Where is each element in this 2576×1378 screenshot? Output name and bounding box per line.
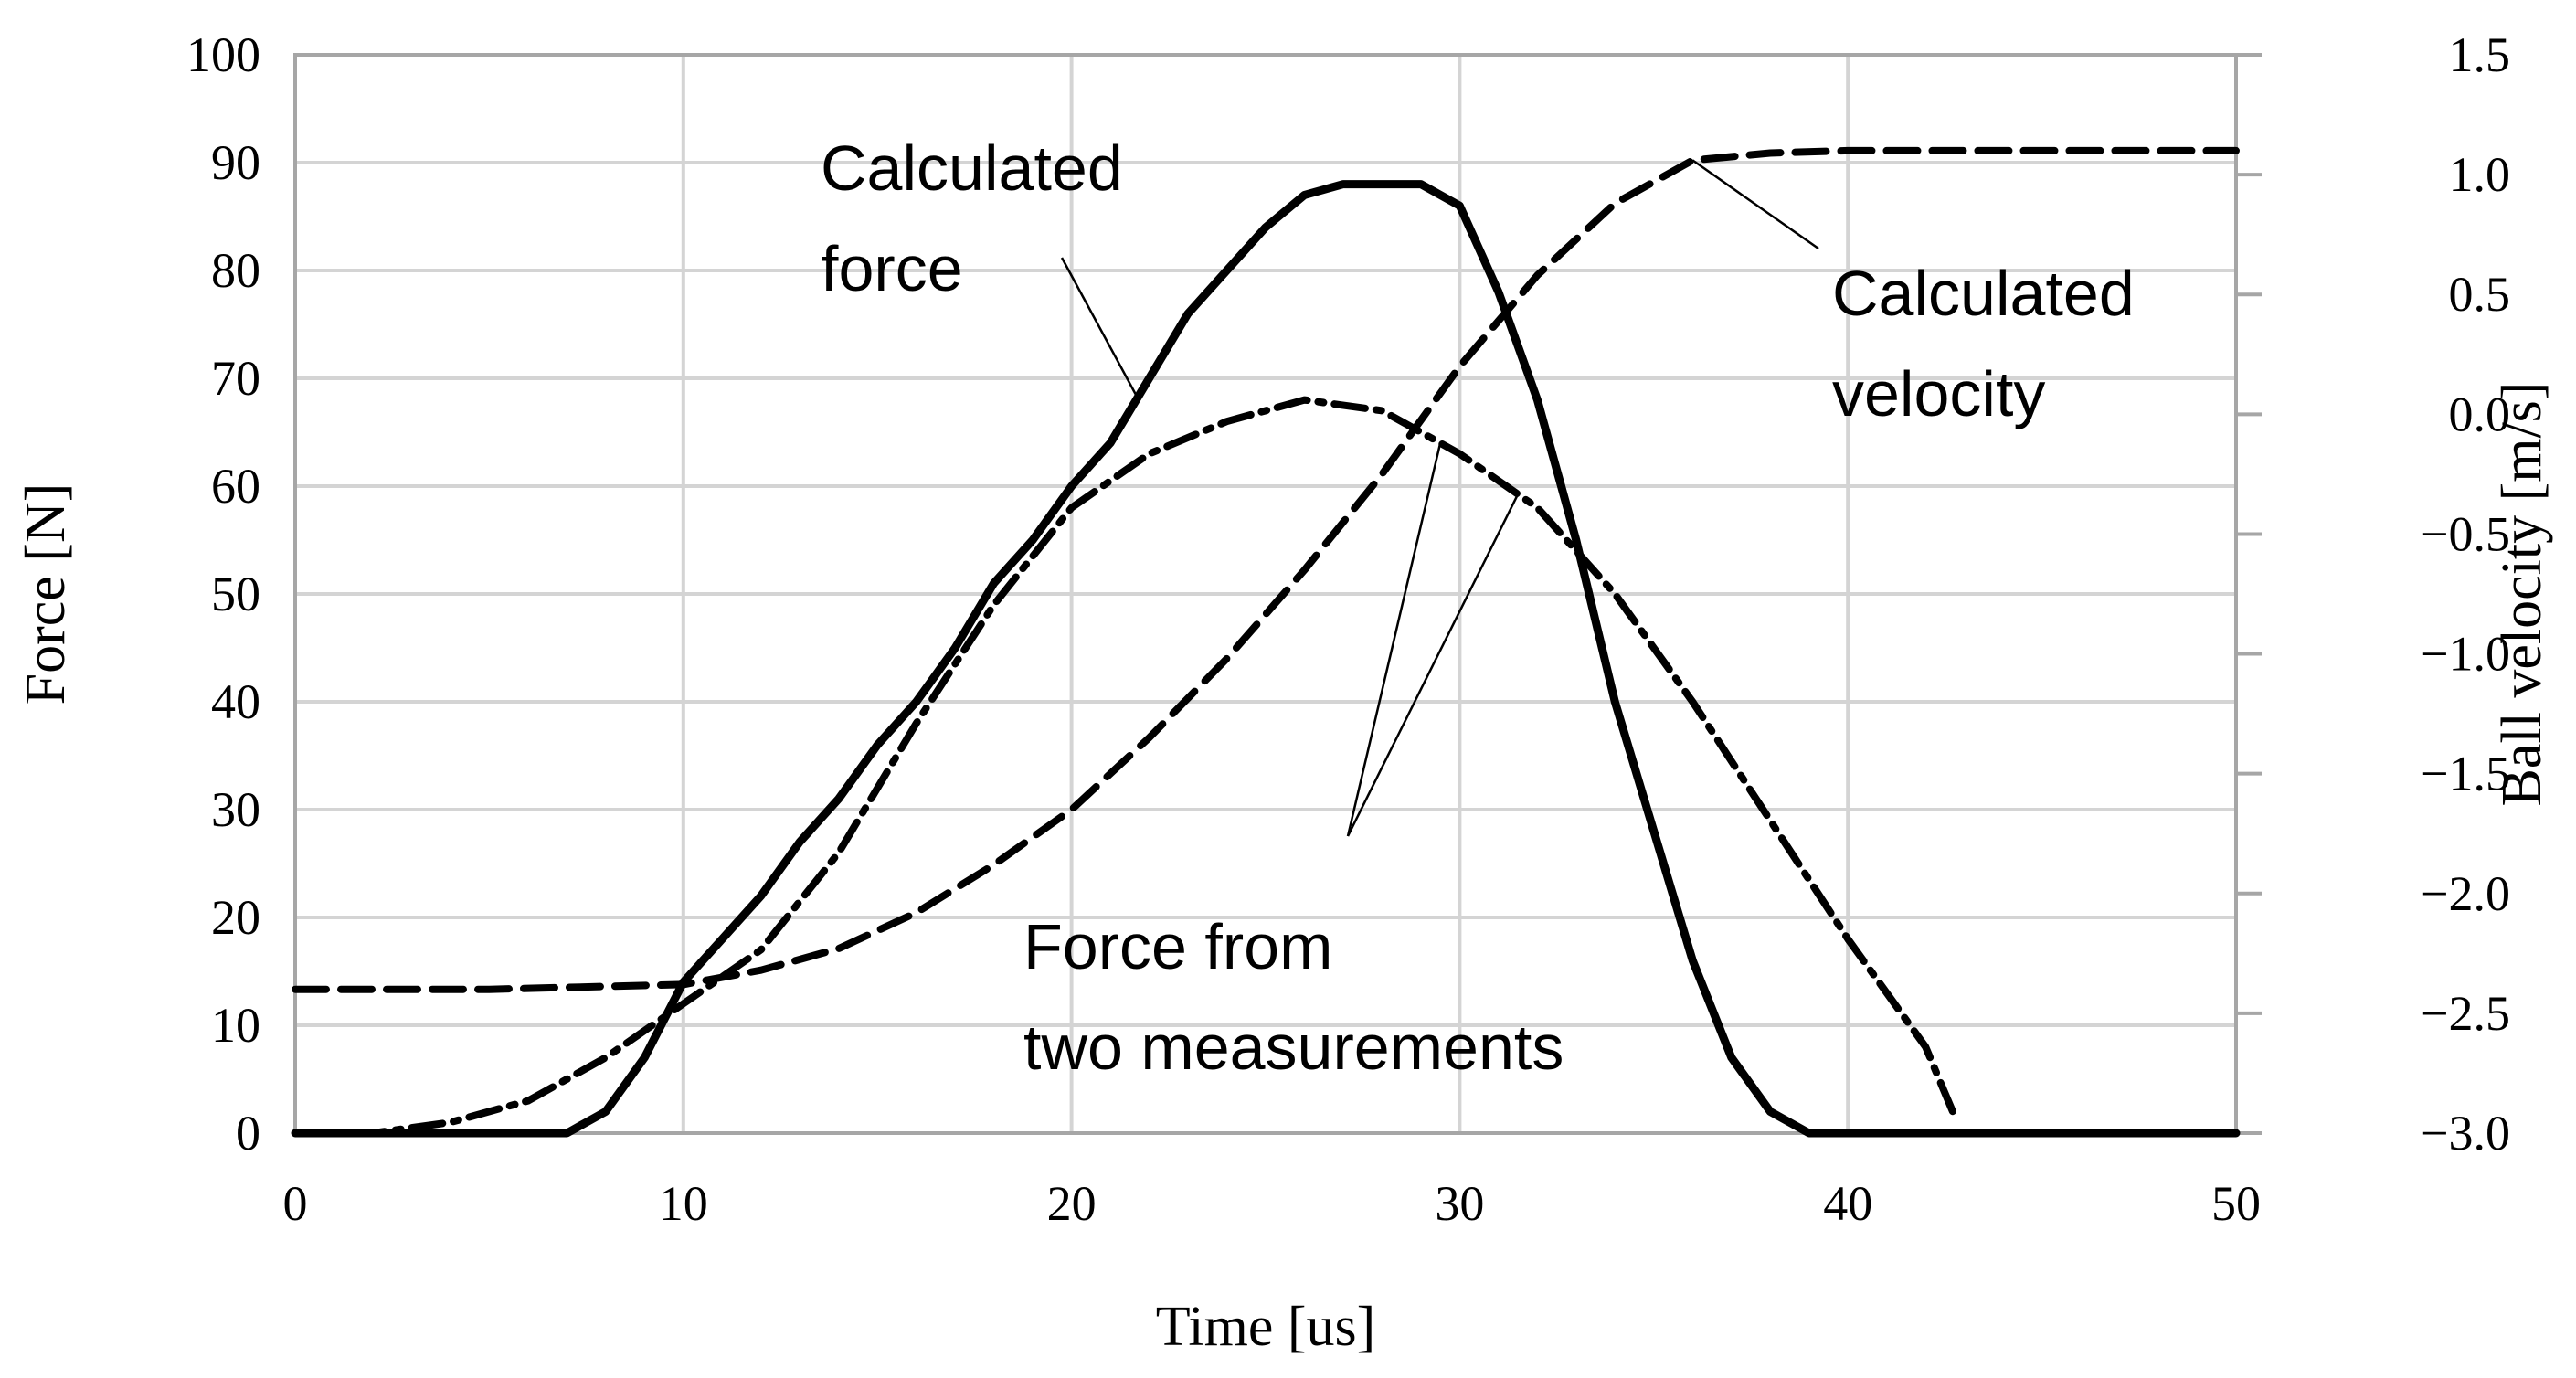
y2-tick-label: −3.0 (2421, 1106, 2510, 1161)
y2-tick-label: −2.0 (2421, 866, 2510, 921)
y-tick-label: 40 (211, 674, 260, 729)
x-tick-label: 30 (1435, 1176, 1484, 1231)
leader-two-measurements-b (1346, 493, 1520, 837)
y2-tick-label: −2.5 (2421, 986, 2510, 1041)
series-line-calculated-force (291, 180, 2241, 1138)
annotation-calculated-force: Calculated force (821, 132, 1123, 304)
series-line-force-from-two-measurements (292, 396, 1956, 1137)
y-tick-label: 90 (211, 135, 260, 190)
y-tick-label: 20 (211, 890, 260, 945)
y2-tick-label: 1.5 (2449, 27, 2511, 82)
x-tick-label: 50 (2211, 1176, 2261, 1231)
leader-calculated-velocity (1691, 159, 1819, 250)
y2-axis-title: Ball velocity [m/s] (2491, 382, 2553, 807)
plot-frame (293, 53, 2238, 1135)
y2-tick-label: 1.0 (2449, 147, 2511, 202)
y-tick-label: 60 (211, 459, 260, 514)
y-axis-title: Force [N] (15, 483, 77, 705)
annotation-force-two-measurements: Force from two measurements (1023, 911, 1564, 1083)
annotation-calculated-velocity-line2: velocity (1832, 358, 2045, 429)
annotation-leaders (1060, 159, 1819, 837)
y-tick-label: 100 (186, 27, 260, 82)
annotation-calculated-velocity: Calculated velocity (1832, 258, 2135, 429)
y-tick-label: 50 (211, 567, 260, 621)
x-tick-label: 40 (1823, 1176, 1872, 1231)
annotation-calculated-velocity-line1: Calculated (1832, 258, 2135, 329)
y-tick-label: 70 (211, 351, 260, 406)
grid-lines (295, 55, 2236, 1133)
y2-tick-label: 0.0 (2449, 387, 2511, 441)
y-tick-label: 30 (211, 782, 260, 837)
x-tick-label: 10 (659, 1176, 708, 1231)
annotation-calculated-force-line2: force (821, 233, 963, 304)
axis-ticks: 0 10 20 30 40 50 0 10 20 30 40 50 60 70 80 90 100 −3.0 −2.… (186, 27, 2510, 1231)
y-tick-label: 80 (211, 243, 260, 298)
leader-two-measurements-a (1346, 442, 1442, 837)
y2-tick-label: 0.5 (2449, 267, 2511, 322)
x-tick-label: 20 (1047, 1176, 1097, 1231)
series-lines (291, 146, 2241, 1138)
y-tick-label: 10 (211, 998, 260, 1053)
y2-tick-label: −1.5 (2421, 747, 2510, 801)
x-tick-label: 0 (283, 1176, 308, 1231)
x-axis-title: Time [us] (1156, 1296, 1376, 1358)
annotation-force-two-measurements-line1: Force from (1023, 911, 1332, 982)
y2-tick-label: −1.0 (2421, 627, 2510, 682)
leader-calculated-force (1060, 257, 1139, 398)
series-line-calculated-velocity (292, 146, 2240, 993)
annotation-calculated-force-line1: Calculated (821, 132, 1123, 204)
y-tick-label: 0 (236, 1106, 260, 1161)
annotation-force-two-measurements-line2: two measurements (1023, 1012, 1564, 1083)
y2-tick-label: −0.5 (2421, 506, 2510, 561)
